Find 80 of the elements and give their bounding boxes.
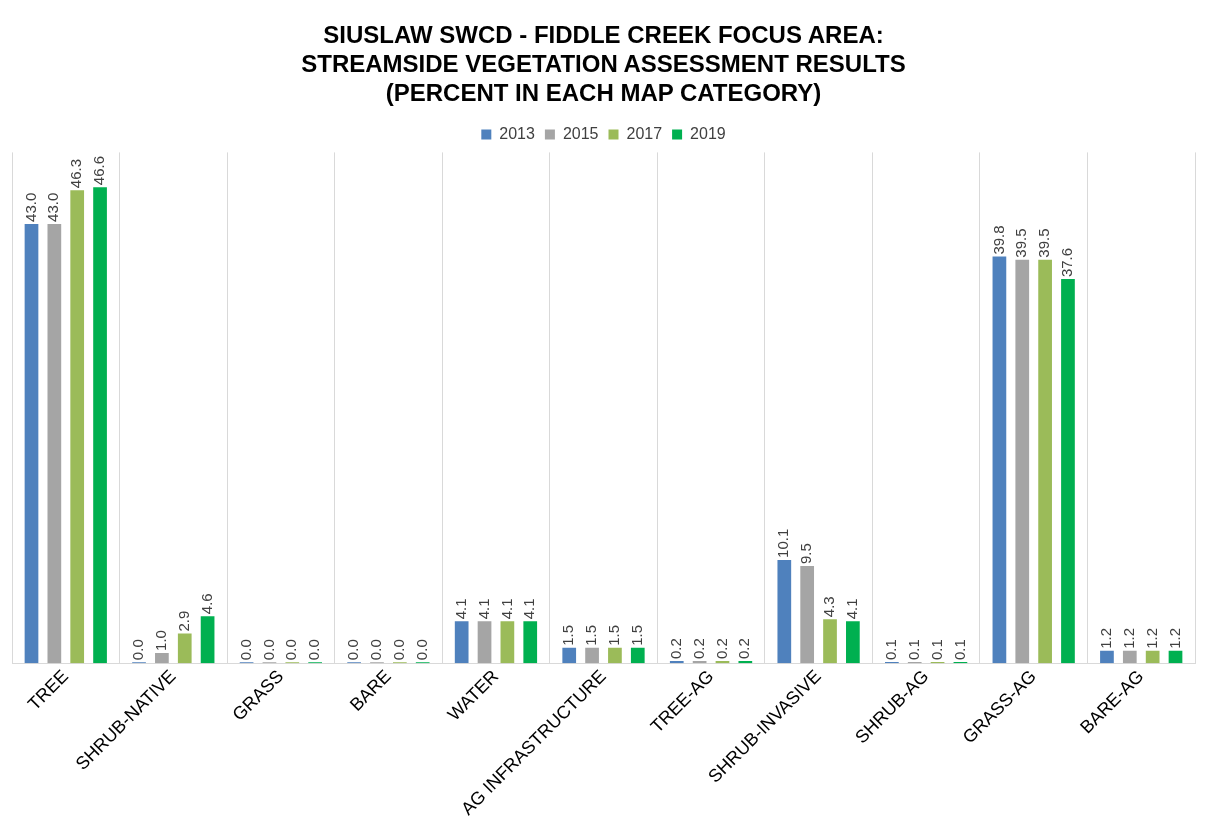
data-label: 1.5 [627, 624, 645, 646]
bar [200, 616, 215, 664]
data-label: 4.1 [520, 598, 538, 620]
data-label: 1.2 [1119, 628, 1137, 649]
data-label: 0.0 [389, 639, 407, 661]
data-label: 0.0 [412, 639, 430, 661]
bar [692, 661, 707, 664]
data-label: 46.3 [67, 158, 85, 189]
data-label: 0.1 [904, 639, 922, 661]
data-label: 37.6 [1058, 247, 1076, 278]
data-label: 1.2 [1142, 628, 1160, 649]
data-label: 4.1 [451, 598, 469, 620]
bar [585, 647, 599, 664]
bar [70, 190, 85, 664]
bar [1122, 650, 1137, 664]
bar [155, 652, 169, 664]
data-label: 0.0 [367, 639, 385, 661]
data-label: 0.0 [282, 639, 300, 661]
data-label: 4.1 [497, 598, 515, 620]
data-label: 0.1 [950, 639, 968, 661]
data-label: 0.2 [735, 638, 753, 660]
bar [1100, 650, 1114, 664]
bar [823, 619, 837, 664]
bar [777, 559, 792, 664]
bar [1061, 279, 1075, 664]
data-label: 0.0 [236, 639, 254, 661]
bar [608, 647, 622, 664]
bar [715, 661, 730, 664]
data-label: 1.5 [582, 624, 600, 646]
bar [738, 661, 753, 664]
bar [1038, 259, 1052, 664]
bar [500, 621, 515, 664]
data-label: 43.0 [44, 192, 62, 222]
bar [177, 633, 192, 664]
bar [454, 621, 469, 664]
bar [1145, 650, 1160, 664]
bar [93, 187, 107, 664]
bar [24, 223, 39, 664]
data-label: 46.6 [90, 155, 108, 186]
data-label: 0.1 [927, 639, 945, 661]
data-label: 1.0 [152, 630, 170, 651]
bar [846, 621, 860, 664]
data-label: 0.0 [259, 639, 277, 661]
data-label: 4.3 [820, 596, 838, 618]
data-label: 9.5 [797, 543, 815, 565]
legend-label: 2015 [562, 124, 599, 142]
data-label: 1.5 [605, 624, 623, 646]
legend-label: 2019 [690, 124, 726, 142]
legend-label: 2017 [626, 124, 663, 142]
data-label: 0.1 [882, 639, 899, 661]
bar [669, 661, 684, 664]
bar [477, 621, 492, 664]
data-label: 43.0 [21, 192, 39, 222]
data-label: 4.1 [843, 598, 861, 620]
data-label: 1.5 [559, 624, 577, 646]
data-label: 0.2 [689, 638, 707, 660]
bar [800, 566, 815, 664]
data-label: 2.9 [174, 610, 192, 632]
data-label: 1.2 [1097, 628, 1115, 649]
chart-title: SIUSLAW SWCD - FIDDLE CREEK FOCUS AREA: STREAMSIDE VEGETATION ASSESSMENT RESULTS (PERCENT IN EACH MAP CATEGORY) [301, 21, 906, 106]
legend-label: 2013 [499, 124, 536, 142]
bar [562, 647, 577, 664]
data-label: 39.8 [989, 225, 1007, 255]
bar [47, 223, 62, 664]
bar [992, 256, 1007, 664]
data-label: 0.0 [305, 639, 323, 661]
data-label: 4.1 [474, 598, 492, 620]
bar [1015, 259, 1030, 664]
data-label: 39.5 [1035, 228, 1053, 258]
bar [1168, 650, 1183, 664]
data-label: 4.6 [197, 593, 215, 615]
data-label: 0.0 [129, 639, 147, 661]
bar [523, 621, 538, 664]
data-label: 10.1 [774, 528, 792, 558]
data-label: 0.2 [666, 638, 684, 660]
data-label: 0.2 [712, 638, 730, 660]
data-label: 39.5 [1012, 228, 1030, 258]
data-label: 0.0 [344, 639, 362, 661]
bar [630, 647, 645, 664]
data-label: 1.2 [1165, 628, 1183, 649]
